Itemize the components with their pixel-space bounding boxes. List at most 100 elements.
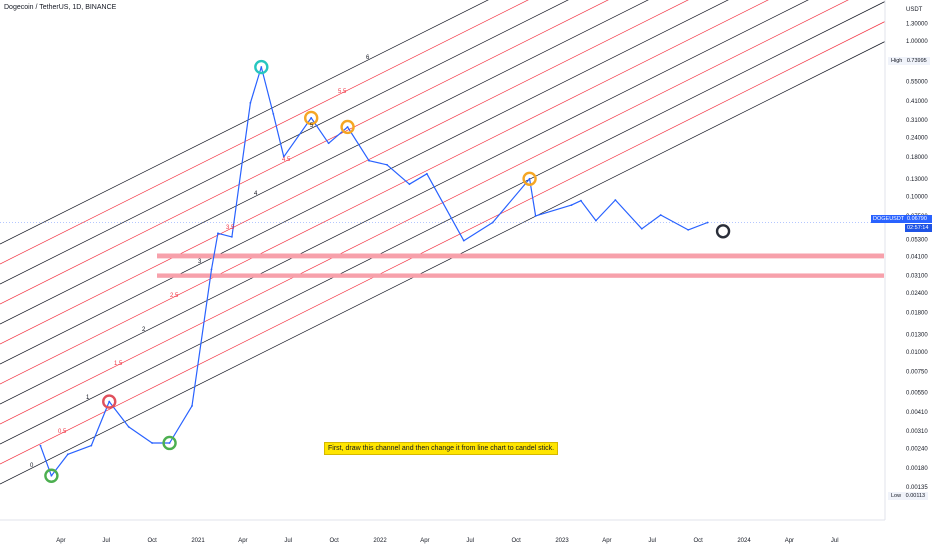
price-tick: 0.00180 bbox=[906, 466, 928, 472]
series-point bbox=[640, 227, 643, 230]
price-tick: 0.31000 bbox=[906, 118, 928, 124]
last-price-badge: 0.06790 bbox=[905, 215, 932, 223]
support-zone-1[interactable] bbox=[157, 253, 884, 259]
time-tick: Jul bbox=[648, 538, 656, 544]
high-marker: High 0.73995 bbox=[888, 57, 930, 65]
channel-line-5-5[interactable] bbox=[0, 0, 885, 265]
series-point bbox=[108, 400, 111, 403]
channel-line-5[interactable] bbox=[0, 0, 885, 285]
series-point bbox=[260, 66, 263, 68]
series-point bbox=[580, 199, 582, 202]
price-tick: 0.41000 bbox=[906, 99, 928, 105]
price-tick: 1.30000 bbox=[906, 21, 928, 27]
series-point bbox=[528, 177, 531, 180]
horizontal-zones bbox=[157, 253, 884, 278]
highlight-circle-red bbox=[102, 394, 117, 409]
time-tick: 2022 bbox=[373, 538, 387, 544]
time-tick: Jul bbox=[466, 538, 474, 544]
series-point bbox=[408, 183, 411, 186]
time-tick: Apr bbox=[238, 538, 247, 544]
price-tick: 0.00310 bbox=[906, 429, 928, 435]
series-point bbox=[282, 155, 285, 158]
series-point bbox=[534, 215, 537, 217]
price-tick: 0.10000 bbox=[906, 195, 928, 201]
time-tick: Jul bbox=[284, 538, 292, 544]
series-point bbox=[127, 425, 130, 428]
time-tick: 2021 bbox=[191, 538, 205, 544]
highlight-circle-green bbox=[44, 468, 59, 483]
series-point bbox=[217, 232, 219, 235]
series-point bbox=[191, 405, 193, 407]
price-tick: 0.18000 bbox=[906, 155, 928, 161]
price-tick: 1.00000 bbox=[906, 39, 928, 45]
series-point bbox=[570, 204, 573, 207]
price-tick: 0.00750 bbox=[906, 369, 928, 375]
series-point bbox=[168, 442, 171, 444]
series-point bbox=[614, 199, 617, 201]
series-point bbox=[39, 444, 42, 447]
channel-label-4-5: 4.5 bbox=[282, 157, 291, 163]
channel-line-0[interactable] bbox=[0, 41, 886, 485]
highlight-circle-teal bbox=[254, 59, 269, 75]
channel-line-4-5[interactable] bbox=[0, 0, 885, 305]
channel-label-5-5: 5.5 bbox=[338, 89, 347, 95]
channel-line-2-5[interactable] bbox=[0, 0, 885, 385]
channel-line-2[interactable] bbox=[0, 0, 885, 405]
channel-line-4[interactable] bbox=[0, 0, 885, 325]
price-tick: 0.03100 bbox=[906, 274, 928, 280]
time-tick: Oct bbox=[329, 538, 339, 544]
series-point bbox=[462, 239, 465, 242]
series-point bbox=[249, 101, 252, 104]
price-tick: 0.01800 bbox=[906, 310, 928, 316]
support-zone-2[interactable] bbox=[157, 273, 884, 278]
series-point bbox=[50, 474, 53, 477]
price-axis[interactable]: USDT 1.30000 1.00000 0.55000 0.41000 0.31000 0… bbox=[906, 7, 928, 491]
series-point bbox=[659, 214, 662, 216]
series-line-0[interactable] bbox=[39, 66, 708, 477]
time-tick: Apr bbox=[56, 538, 65, 544]
price-tick: 0.02400 bbox=[906, 291, 928, 297]
series-point bbox=[327, 142, 330, 145]
channel-line-6[interactable] bbox=[0, 0, 885, 245]
channel-label-1: 1 bbox=[86, 395, 90, 401]
highlight-circle-orange bbox=[522, 171, 537, 186]
series-point bbox=[368, 159, 370, 162]
currency-label: USDT bbox=[906, 7, 923, 13]
series-point bbox=[66, 453, 69, 456]
channel-label-3-5: 3.5 bbox=[226, 225, 235, 231]
series-point bbox=[595, 219, 597, 222]
price-tick: 0.24000 bbox=[906, 135, 928, 141]
channel-line-3-5[interactable] bbox=[0, 0, 885, 345]
low-marker: Low 0.00113 bbox=[888, 492, 929, 500]
highlight-circle-orange bbox=[340, 119, 355, 135]
channel-line-3[interactable] bbox=[0, 0, 885, 365]
channel-label-2: 2 bbox=[142, 327, 146, 333]
channel-line-1[interactable] bbox=[0, 1, 886, 445]
time-tick: Apr bbox=[420, 538, 429, 544]
time-tick: 2023 bbox=[555, 538, 569, 544]
price-tick: 0.00240 bbox=[906, 446, 928, 452]
price-tick: 0.01300 bbox=[906, 332, 928, 338]
series-point bbox=[310, 117, 313, 119]
price-tick: 0.04100 bbox=[906, 255, 928, 261]
series-point bbox=[272, 112, 275, 115]
series-point bbox=[491, 221, 494, 224]
time-axis[interactable]: Apr Jul Oct 2021 Apr Jul Oct 2022 Apr Jul Oct 2023 A… bbox=[56, 538, 838, 544]
series-point bbox=[706, 221, 709, 224]
price-series bbox=[39, 66, 709, 477]
high-label: High bbox=[891, 58, 903, 64]
time-tick: Jul bbox=[102, 538, 110, 544]
series-point bbox=[425, 172, 428, 175]
low-label: Low bbox=[891, 493, 902, 499]
channel-label-6: 6 bbox=[366, 55, 370, 61]
channel-line-1-5[interactable] bbox=[0, 0, 885, 425]
price-tick: 0.00135 bbox=[906, 485, 928, 491]
series-point bbox=[210, 268, 213, 271]
symbol-badge: DOGEUSDT bbox=[871, 215, 905, 223]
price-tick: 0.01000 bbox=[906, 350, 928, 356]
price-tick: 0.00410 bbox=[906, 410, 928, 416]
series-point bbox=[346, 126, 349, 128]
channel-line-0-5[interactable] bbox=[0, 21, 886, 465]
